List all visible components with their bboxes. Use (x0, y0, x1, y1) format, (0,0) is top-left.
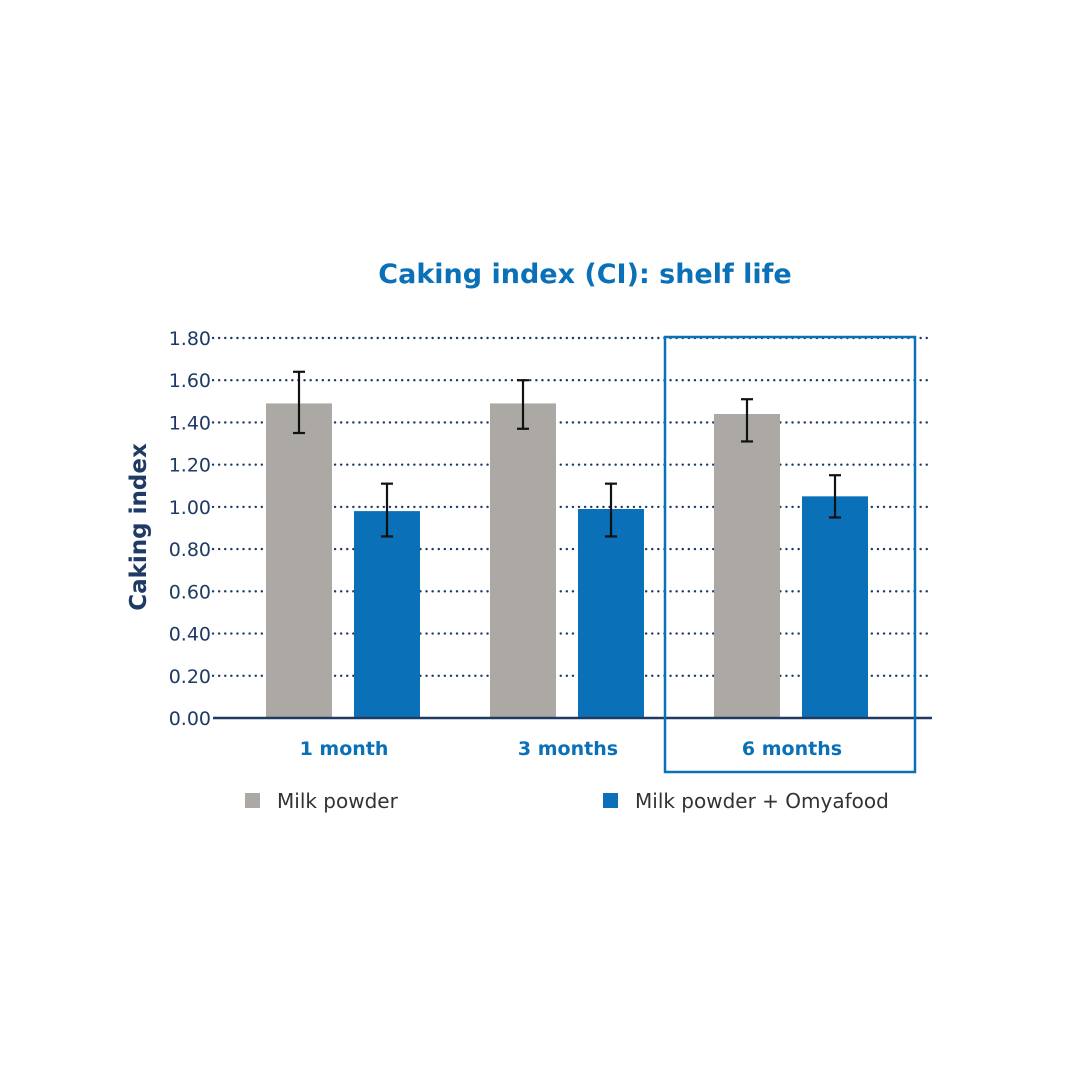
y-tick-label: 0.60 (169, 581, 211, 603)
error-bar-milk-powder-6-months (741, 398, 753, 443)
bar-milk-powder-6-months (714, 414, 780, 718)
bar-milk-powder-1-month (266, 403, 332, 718)
y-axis-ticks: 0.00 0.20 0.40 0.60 0.80 1.00 1.20 1.40 1.60 1.80 (169, 328, 211, 730)
category-label-1-month: 1 month (300, 738, 389, 760)
error-bar-milk-powder-omyafood-6-months (829, 474, 841, 519)
error-bars (293, 370, 841, 538)
highlight-box-6-months (663, 335, 917, 774)
category-label-6-months: 6 months (742, 738, 842, 760)
bar-milk-powder-3-months (490, 403, 556, 718)
y-tick-label: 1.00 (169, 497, 211, 519)
y-axis-label: Caking index (126, 443, 152, 611)
bar-milk-powder-omyafood-6-months (802, 496, 868, 718)
y-tick-label: 0.80 (169, 539, 211, 561)
error-bar-milk-powder-omyafood-3-months (605, 482, 617, 538)
legend-label: Milk powder + Omyafood (635, 789, 889, 813)
bars (266, 403, 868, 718)
error-bar-milk-powder-1-month (293, 370, 305, 435)
legend: Milk powder Milk powder + Omyafood (245, 789, 889, 813)
y-tick-label: 1.40 (169, 412, 211, 434)
category-labels: 1 month 3 months 6 months (300, 738, 842, 760)
y-tick-label: 1.20 (169, 455, 211, 477)
chart-title: Caking index (CI): shelf life (378, 259, 791, 290)
error-bar-milk-powder-omyafood-1-month (381, 482, 393, 538)
legend-label: Milk powder (277, 789, 399, 813)
bar-milk-powder-omyafood-1-month (354, 511, 420, 718)
y-tick-label: 1.80 (169, 328, 211, 350)
category-label-3-months: 3 months (518, 738, 618, 760)
bar-milk-powder-omyafood-3-months (578, 509, 644, 718)
grid-lines (211, 336, 934, 677)
legend-swatch (245, 793, 260, 808)
error-bar-milk-powder-3-months (517, 379, 529, 430)
y-tick-label: 1.60 (169, 370, 211, 392)
highlight-box (663, 335, 917, 774)
y-tick-label: 0.40 (169, 624, 211, 646)
legend-item-milk-powder-omyafood: Milk powder + Omyafood (603, 789, 889, 813)
legend-item-milk-powder: Milk powder (245, 789, 399, 813)
y-tick-label: 0.00 (169, 708, 211, 730)
legend-swatch (603, 793, 618, 808)
y-tick-label: 0.20 (169, 666, 211, 688)
